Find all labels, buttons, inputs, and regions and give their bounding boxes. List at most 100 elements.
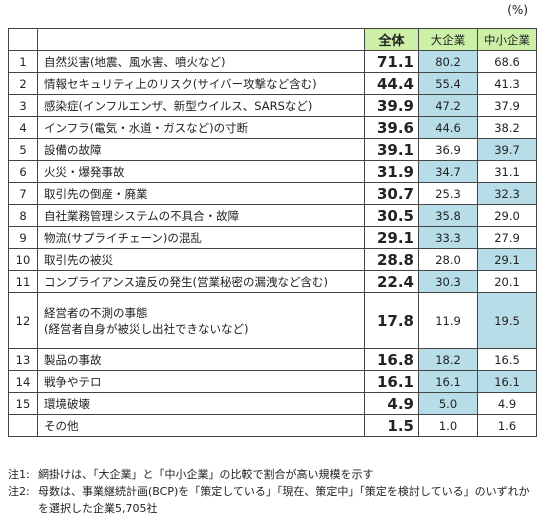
row-value-large: 34.7 — [418, 160, 478, 183]
row-value-large: 47.2 — [418, 94, 478, 117]
row-value-all: 16.8 — [364, 348, 419, 371]
row-value-sme: 1.6 — [477, 414, 537, 437]
row-item: 自然災害(地震、風水害、噴火など) — [37, 50, 365, 73]
row-value-all: 39.1 — [364, 138, 419, 161]
row-value-sme: 29.0 — [477, 204, 537, 227]
row-value-all: 30.5 — [364, 204, 419, 227]
note-row: 注1: 網掛けは、「大企業」と「中小企業」の比較で割合が高い規模を示す — [8, 466, 538, 483]
row-number: 1 — [8, 50, 38, 73]
row-number — [8, 414, 38, 437]
row-value-large: 11.9 — [418, 292, 478, 349]
header-all: 全体 — [364, 28, 419, 51]
table-row: 11 コンプライアンス違反の発生(営業秘密の漏洩など含む) 22.4 30.3 20.1 — [8, 270, 537, 293]
row-item: 戦争やテロ — [37, 370, 365, 393]
table-row: 3 感染症(インフルエンザ、新型ウイルス、SARSなど) 39.9 47.2 37.9 — [8, 94, 537, 117]
row-value-all: 16.1 — [364, 370, 419, 393]
row-number: 3 — [8, 94, 38, 117]
table-row: 12 経営者の不測の事態 (経営者自身が被災し出社できないなど) 17.8 11.9 19… — [8, 292, 537, 349]
note-label: 注1: — [8, 468, 30, 481]
row-value-all: 28.8 — [364, 248, 419, 271]
row-number: 5 — [8, 138, 38, 161]
row-number: 14 — [8, 370, 38, 393]
row-number: 7 — [8, 182, 38, 205]
row-item: 物流(サプライチェーン)の混乱 — [37, 226, 365, 249]
table-row: 4 インフラ(電気・水道・ガスなど)の寸断 39.6 44.6 38.2 — [8, 116, 537, 139]
table-row: 5 設備の故障 39.1 36.9 39.7 — [8, 138, 537, 161]
row-item: 感染症(インフルエンザ、新型ウイルス、SARSなど) — [37, 94, 365, 117]
table-header-row: 全体 大企業 中小企業 — [8, 28, 537, 51]
row-item: 火災・爆発事故 — [37, 160, 365, 183]
note-row: 注2: 母数は、事業継続計画(BCP)を「策定している」「現在、策定中」「策定を検… — [8, 483, 538, 517]
row-value-sme: 29.1 — [477, 248, 537, 271]
row-value-sme: 27.9 — [477, 226, 537, 249]
table-row: 6 火災・爆発事故 31.9 34.7 31.1 — [8, 160, 537, 183]
row-item: 取引先の被災 — [37, 248, 365, 271]
header-item — [37, 28, 365, 51]
row-value-sme: 37.9 — [477, 94, 537, 117]
unit-label: (%) — [507, 3, 528, 17]
table-row: 13 製品の事故 16.8 18.2 16.5 — [8, 348, 537, 371]
row-value-large: 33.3 — [418, 226, 478, 249]
row-value-all: 44.4 — [364, 72, 419, 95]
row-value-all: 29.1 — [364, 226, 419, 249]
row-number: 6 — [8, 160, 38, 183]
risk-table: 全体 大企業 中小企業 1 自然災害(地震、風水害、噴火など) 71.1 80.2 6 8… — [8, 28, 537, 437]
row-number: 10 — [8, 248, 38, 271]
row-value-all: 17.8 — [364, 292, 419, 349]
header-large: 大企業 — [418, 28, 478, 51]
row-number: 15 — [8, 392, 38, 415]
note-text: 母数は、事業継続計画(BCP)を「策定している」「現在、策定中」「策定を検討して… — [38, 485, 530, 515]
row-value-all: 30.7 — [364, 182, 419, 205]
row-value-large: 28.0 — [418, 248, 478, 271]
table-body: 1 自然災害(地震、風水害、噴火など) 71.1 80.2 68.6 2 情報セキュリティ上… — [8, 50, 537, 437]
row-value-sme: 38.2 — [477, 116, 537, 139]
row-value-sme: 20.1 — [477, 270, 537, 293]
note-label: 注2: — [8, 485, 30, 498]
row-item: その他 — [37, 414, 365, 437]
row-item: コンプライアンス違反の発生(営業秘密の漏洩など含む) — [37, 270, 365, 293]
row-number: 12 — [8, 292, 38, 349]
note-text: 網掛けは、「大企業」と「中小企業」の比較で割合が高い規模を示す — [38, 468, 374, 481]
header-sme: 中小企業 — [477, 28, 537, 51]
row-value-sme: 16.5 — [477, 348, 537, 371]
row-value-large: 30.3 — [418, 270, 478, 293]
row-value-all: 71.1 — [364, 50, 419, 73]
row-value-all: 31.9 — [364, 160, 419, 183]
table-row: 1 自然災害(地震、風水害、噴火など) 71.1 80.2 68.6 — [8, 50, 537, 73]
table-row: 15 環境破壊 4.9 5.0 4.9 — [8, 392, 537, 415]
table-row: 9 物流(サプライチェーン)の混乱 29.1 33.3 27.9 — [8, 226, 537, 249]
row-value-all: 39.6 — [364, 116, 419, 139]
row-value-large: 5.0 — [418, 392, 478, 415]
row-number: 9 — [8, 226, 38, 249]
header-no — [8, 28, 38, 51]
row-item: 製品の事故 — [37, 348, 365, 371]
row-value-large: 44.6 — [418, 116, 478, 139]
table-row: その他 1.5 1.0 1.6 — [8, 414, 537, 437]
row-value-sme: 32.3 — [477, 182, 537, 205]
row-value-large: 55.4 — [418, 72, 478, 95]
table-row: 7 取引先の倒産・廃業 30.7 25.3 32.3 — [8, 182, 537, 205]
row-value-all: 39.9 — [364, 94, 419, 117]
table-row: 14 戦争やテロ 16.1 16.1 16.1 — [8, 370, 537, 393]
row-item: 環境破壊 — [37, 392, 365, 415]
row-value-large: 25.3 — [418, 182, 478, 205]
row-value-all: 1.5 — [364, 414, 419, 437]
table-row: 8 自社業務管理システムの不具合・故障 30.5 35.8 29.0 — [8, 204, 537, 227]
row-item: 自社業務管理システムの不具合・故障 — [37, 204, 365, 227]
row-item: 設備の故障 — [37, 138, 365, 161]
row-value-large: 1.0 — [418, 414, 478, 437]
row-value-sme: 19.5 — [477, 292, 537, 349]
row-value-large: 36.9 — [418, 138, 478, 161]
row-value-all: 4.9 — [364, 392, 419, 415]
row-number: 13 — [8, 348, 38, 371]
row-value-large: 16.1 — [418, 370, 478, 393]
row-item: 経営者の不測の事態 (経営者自身が被災し出社できないなど) — [37, 292, 365, 349]
row-number: 4 — [8, 116, 38, 139]
row-number: 8 — [8, 204, 38, 227]
row-value-large: 80.2 — [418, 50, 478, 73]
row-value-sme: 39.7 — [477, 138, 537, 161]
row-item: 取引先の倒産・廃業 — [37, 182, 365, 205]
row-number: 11 — [8, 270, 38, 293]
row-value-sme: 4.9 — [477, 392, 537, 415]
row-value-all: 22.4 — [364, 270, 419, 293]
